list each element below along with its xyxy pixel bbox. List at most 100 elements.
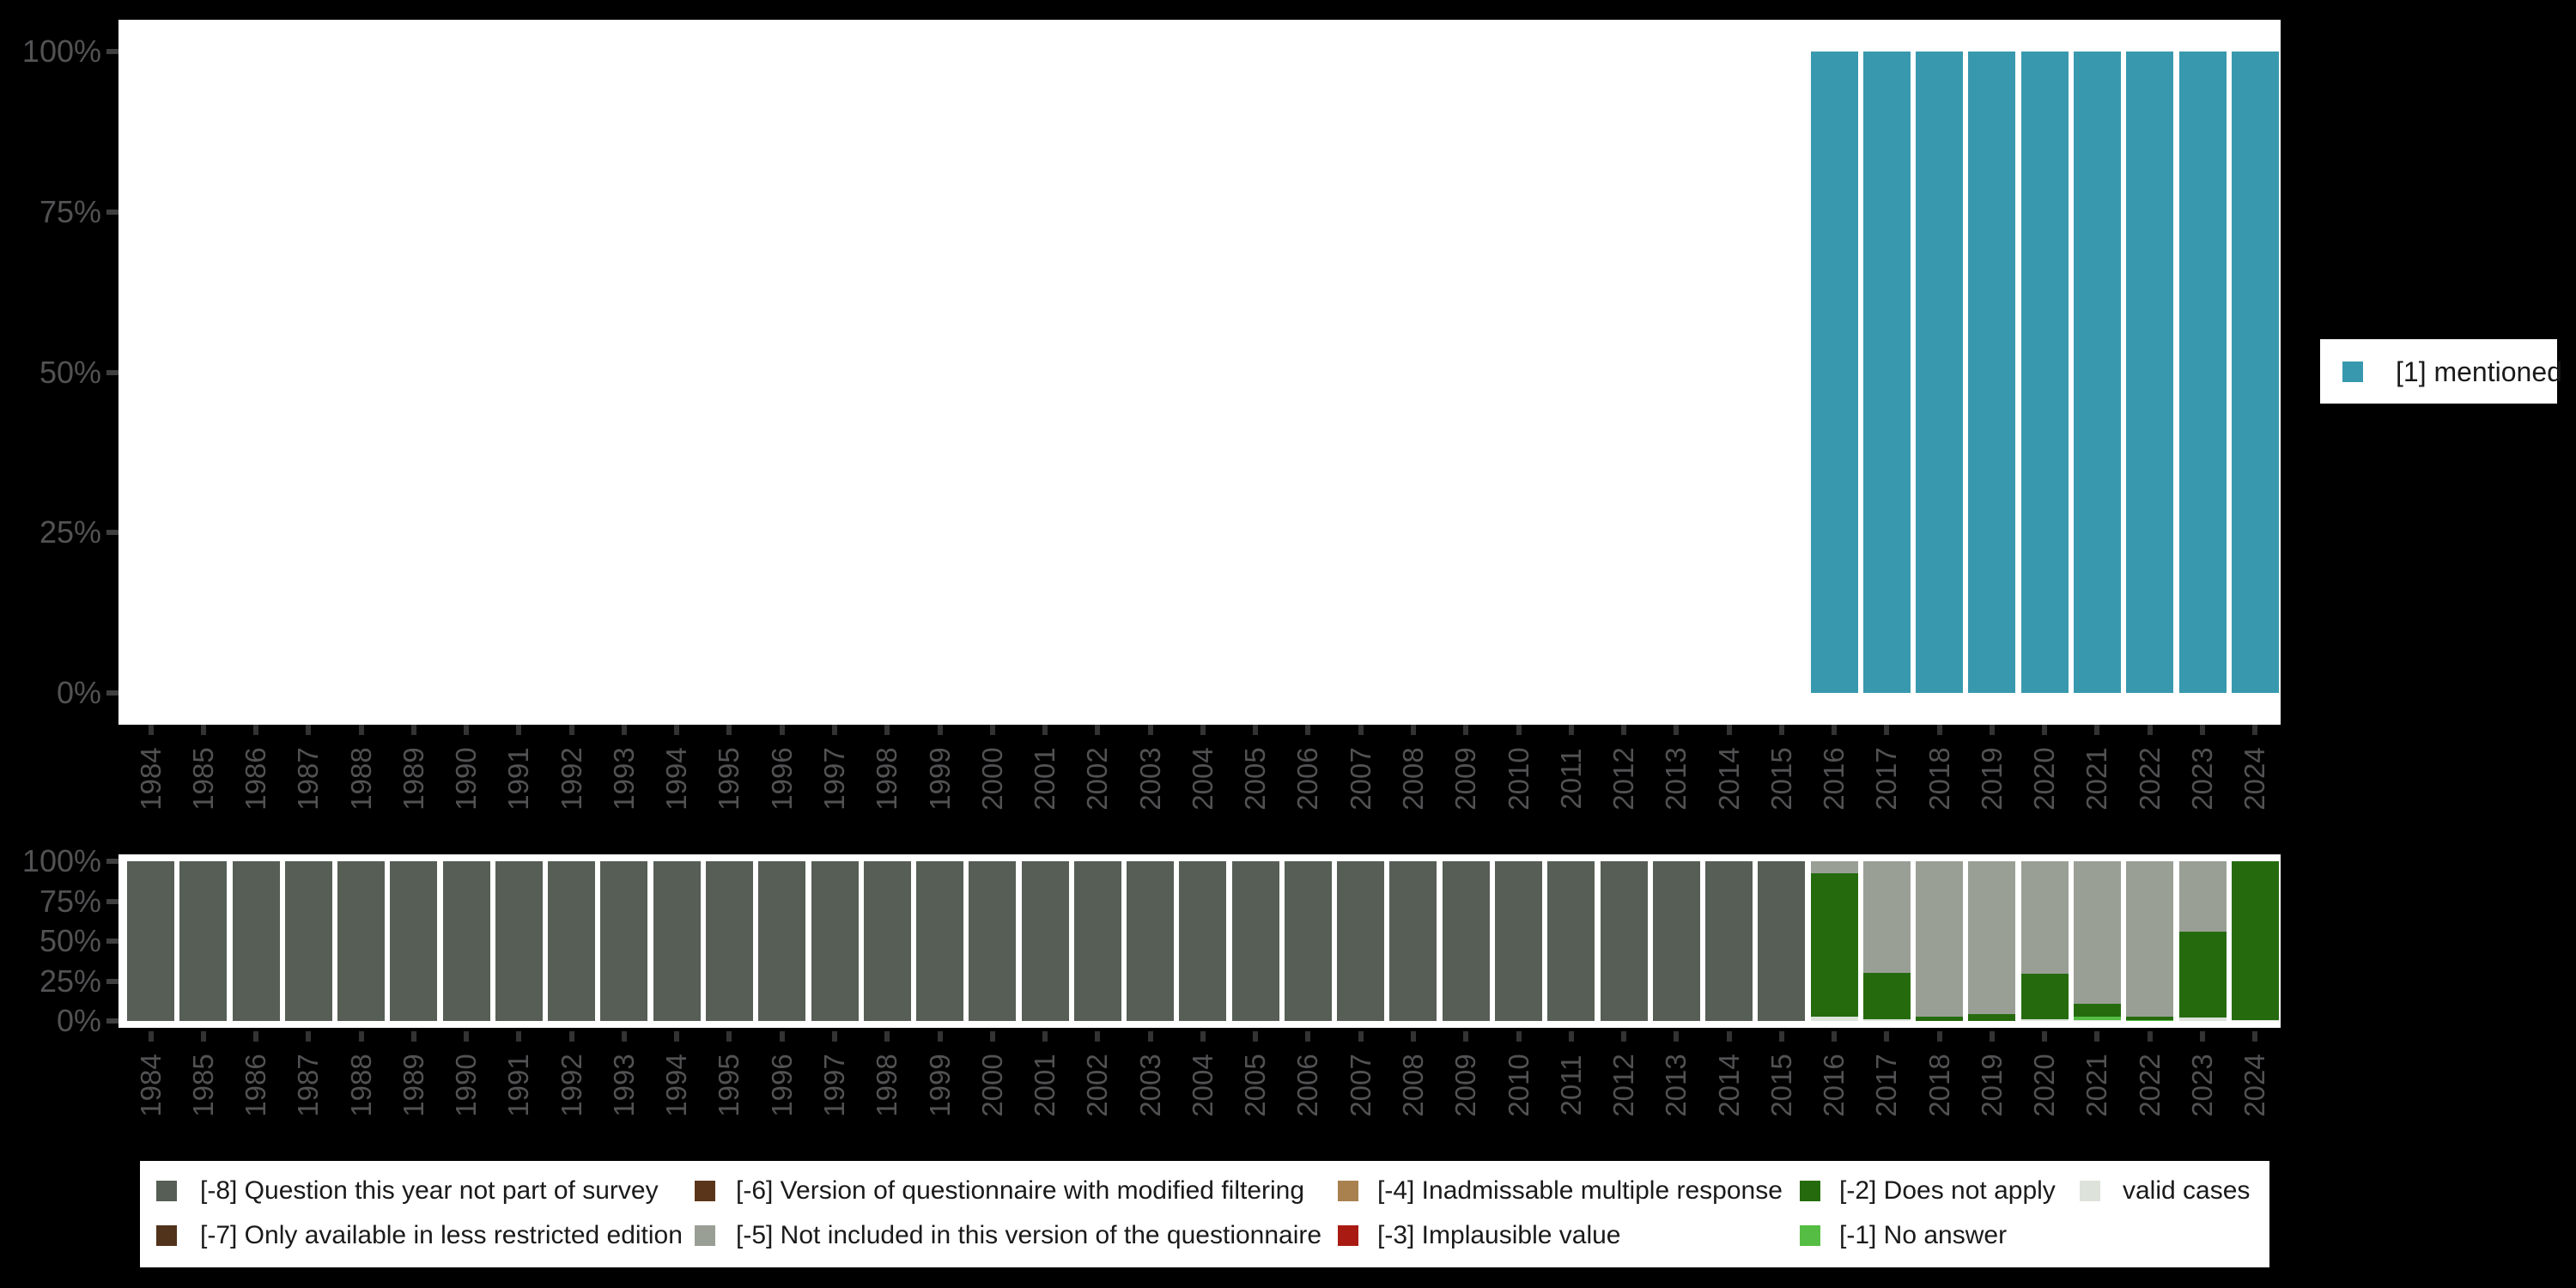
x-tick-mark bbox=[1674, 725, 1680, 735]
missing-bar-segment bbox=[2073, 1003, 2121, 1018]
mentioned-bar bbox=[1862, 52, 1911, 693]
x-tick-label-year: 1992 bbox=[555, 747, 587, 811]
x-tick-label-year: 2012 bbox=[1607, 1054, 1640, 1117]
missing-bar-segment bbox=[2073, 1017, 2121, 1021]
mentioned-bar bbox=[2126, 52, 2174, 693]
x-tick-mark bbox=[1884, 1031, 1890, 1042]
x-tick-mark bbox=[1410, 1031, 1416, 1042]
y-tick-label: 25% bbox=[39, 963, 101, 999]
missing-bar-segment bbox=[1547, 861, 1595, 1021]
y-tick-mark bbox=[106, 209, 118, 215]
x-tick-label-year: 2018 bbox=[1923, 1054, 1955, 1117]
x-tick-mark bbox=[884, 725, 890, 735]
legend-label: [-4] Inadmissable multiple response bbox=[1377, 1176, 1783, 1205]
y-tick-mark bbox=[106, 690, 118, 696]
x-tick-label-year: 2001 bbox=[1029, 747, 1061, 811]
x-tick-label-year: 2011 bbox=[1554, 748, 1587, 810]
x-tick-label-year: 2009 bbox=[1449, 1054, 1482, 1117]
x-tick-mark bbox=[1410, 725, 1416, 735]
x-tick-mark bbox=[568, 725, 574, 735]
missing-bar-segment bbox=[1021, 861, 1069, 1021]
x-tick-label-year: 1989 bbox=[397, 747, 429, 811]
missing-bar-segment bbox=[1284, 861, 1332, 1021]
missing-bar-segment bbox=[2073, 861, 2121, 1004]
x-tick-label-year: 2023 bbox=[2186, 1054, 2219, 1117]
x-tick-label-year: 2023 bbox=[2186, 747, 2219, 811]
legend-swatch bbox=[1800, 1181, 1820, 1201]
x-tick-mark bbox=[1936, 725, 1942, 735]
x-tick-label-year: 2016 bbox=[1818, 1054, 1850, 1117]
x-tick-mark bbox=[516, 725, 522, 735]
x-tick-mark bbox=[1095, 725, 1101, 735]
x-tick-mark bbox=[1042, 1031, 1048, 1042]
legend-label: [-3] Implausible value bbox=[1377, 1221, 1621, 1249]
x-tick-mark bbox=[1147, 1031, 1153, 1042]
x-tick-label-year: 1993 bbox=[607, 747, 640, 811]
x-tick-label-year: 2019 bbox=[1975, 747, 2008, 811]
x-tick-mark bbox=[1463, 725, 1469, 735]
missing-bar-segment bbox=[284, 861, 332, 1021]
top-chart-legend-box: [1] mentioned bbox=[2320, 339, 2562, 404]
y-tick-label: 75% bbox=[39, 883, 101, 919]
x-tick-label-year: 2017 bbox=[1870, 747, 1903, 811]
legend-swatch bbox=[1338, 1181, 1358, 1201]
x-tick-mark bbox=[358, 725, 364, 735]
y-tick-mark bbox=[106, 898, 118, 904]
x-tick-label-year: 2011 bbox=[1554, 1054, 1587, 1116]
x-tick-mark bbox=[1042, 725, 1048, 735]
x-tick-mark bbox=[2200, 725, 2206, 735]
legend-label: [-6] Version of questionnaire with modif… bbox=[736, 1176, 1305, 1205]
y-tick-mark bbox=[106, 369, 118, 375]
y-tick-label: 0% bbox=[56, 1003, 101, 1038]
x-tick-label-year: 1992 bbox=[555, 1054, 587, 1117]
x-tick-label-year: 2024 bbox=[2239, 1054, 2271, 1117]
y-tick-label: 100% bbox=[21, 33, 101, 69]
x-tick-label-year: 2004 bbox=[1186, 1054, 1218, 1117]
x-tick-label-year: 1996 bbox=[765, 1054, 798, 1117]
missing-bar-segment bbox=[127, 861, 174, 1021]
missing-bar-segment bbox=[705, 861, 753, 1021]
missing-bar-segment bbox=[1127, 861, 1175, 1021]
x-tick-label-year: 2005 bbox=[1239, 747, 1272, 811]
x-tick-mark bbox=[1674, 1031, 1680, 1042]
x-tick-mark bbox=[1358, 1031, 1364, 1042]
missing-bar-segment bbox=[337, 861, 386, 1021]
legend-swatch bbox=[695, 1181, 715, 1201]
x-tick-mark bbox=[1832, 1031, 1838, 1042]
x-tick-mark bbox=[1305, 725, 1311, 735]
x-tick-mark bbox=[148, 725, 154, 735]
y-tick-label: 50% bbox=[39, 923, 101, 958]
x-tick-label-year: 1988 bbox=[344, 747, 377, 811]
x-tick-label-year: 1985 bbox=[186, 747, 219, 811]
x-tick-label-year: 1999 bbox=[923, 747, 956, 811]
mentioned-bar bbox=[2178, 52, 2227, 693]
x-tick-label-year: 2022 bbox=[2133, 747, 2166, 811]
missing-bar-segment bbox=[2178, 1018, 2227, 1021]
x-tick-mark bbox=[832, 725, 837, 735]
missing-bar-segment bbox=[1652, 861, 1700, 1021]
legend-swatch bbox=[695, 1225, 715, 1246]
mentioned-legend-label: [1] mentioned bbox=[2396, 356, 2562, 387]
x-tick-label-year: 2021 bbox=[2081, 1054, 2113, 1117]
x-tick-mark bbox=[464, 725, 470, 735]
x-tick-mark bbox=[1200, 725, 1206, 735]
x-tick-mark bbox=[1463, 1031, 1469, 1042]
x-tick-label-year: 2006 bbox=[1291, 1054, 1324, 1117]
x-tick-mark bbox=[884, 1031, 890, 1042]
x-tick-mark bbox=[1832, 725, 1838, 735]
x-tick-label-year: 2020 bbox=[2028, 747, 2061, 811]
x-tick-mark bbox=[306, 725, 312, 735]
missing-bar-segment bbox=[2020, 974, 2069, 1020]
x-tick-label-year: 1991 bbox=[502, 747, 535, 811]
x-tick-label-year: 2009 bbox=[1449, 747, 1482, 811]
missing-bar-segment bbox=[1231, 861, 1279, 1021]
x-tick-mark bbox=[568, 1031, 574, 1042]
missing-bar-segment bbox=[2073, 1020, 2121, 1021]
missing-bar-segment bbox=[1862, 973, 1911, 1020]
x-tick-mark bbox=[2147, 725, 2153, 735]
missing-values-legend-box: [-8] Question this year not part of surv… bbox=[140, 1161, 2269, 1267]
x-tick-label-year: 1998 bbox=[871, 1054, 903, 1117]
x-tick-mark bbox=[1147, 725, 1153, 735]
missing-bar-segment bbox=[758, 861, 806, 1021]
